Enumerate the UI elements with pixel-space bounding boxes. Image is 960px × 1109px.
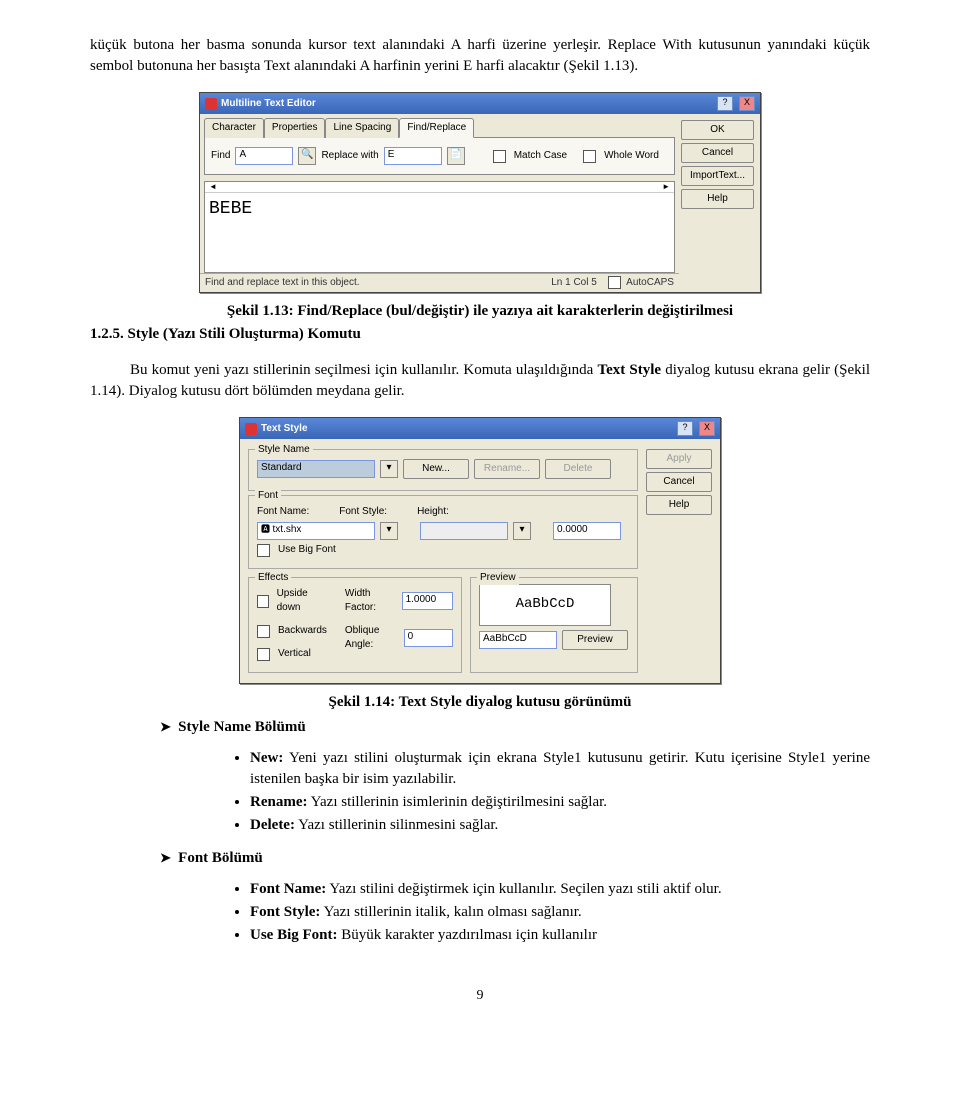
height-label: Height: bbox=[417, 505, 449, 519]
multiline-text-editor-dialog: Multiline Text Editor ? X Character Prop… bbox=[199, 92, 761, 293]
text-style-dialog: Text Style ? X Style Name Standard ▾ New… bbox=[239, 417, 721, 684]
preview-group-label: Preview bbox=[477, 571, 519, 585]
ok-button[interactable]: OK bbox=[681, 120, 754, 140]
help-icon[interactable]: ? bbox=[677, 421, 693, 436]
apply-button[interactable]: Apply bbox=[646, 449, 712, 469]
close-icon[interactable]: X bbox=[699, 421, 715, 436]
backwards-checkbox[interactable] bbox=[257, 625, 270, 638]
backwards-label: Backwards bbox=[278, 624, 327, 638]
preview-button[interactable]: Preview bbox=[562, 630, 628, 650]
fontname-label: Font Name: bbox=[257, 505, 309, 519]
font-bullets: Font Name: Yazı stilini değiştirmek için… bbox=[250, 879, 870, 946]
stylename-dropdown-icon[interactable]: ▾ bbox=[380, 460, 398, 478]
list-item: Use Big Font: Büyük karakter yazdırılmas… bbox=[250, 925, 870, 946]
section-1-2-5: 1.2.5. Style (Yazı Stili Oluşturma) Komu… bbox=[90, 324, 870, 345]
status-cursor: Ln 1 Col 5 bbox=[551, 277, 597, 288]
obliqueangle-label: Oblique Angle: bbox=[345, 624, 399, 652]
fontstyle-label: Font Style: bbox=[339, 505, 387, 519]
ts-title: Text Style bbox=[261, 422, 671, 436]
preview-input[interactable]: AaBbCcD bbox=[479, 631, 557, 649]
stylename-group-label: Style Name bbox=[255, 443, 313, 457]
upside-checkbox[interactable] bbox=[257, 595, 269, 608]
font-group-label: Font bbox=[255, 489, 281, 503]
usebigfont-checkbox[interactable] bbox=[257, 544, 270, 557]
import-text-button[interactable]: ImportText... bbox=[681, 166, 754, 186]
autocad-icon bbox=[205, 98, 217, 110]
fontname-select[interactable]: 🅰 txt.shx bbox=[257, 522, 375, 540]
page-number: 9 bbox=[90, 986, 870, 1006]
upside-label: Upside down bbox=[277, 587, 327, 615]
list-item: Delete: Yazı stillerinin silinmesini sağ… bbox=[250, 815, 870, 836]
help-button[interactable]: Help bbox=[681, 189, 754, 209]
find-next-button[interactable]: 🔍 bbox=[298, 147, 316, 165]
obliqueangle-input[interactable]: 0 bbox=[404, 629, 453, 647]
effects-group-label: Effects bbox=[255, 571, 291, 585]
autocad-icon bbox=[245, 423, 257, 435]
cancel-button[interactable]: Cancel bbox=[646, 472, 712, 492]
cancel-button[interactable]: Cancel bbox=[681, 143, 754, 163]
tab-properties[interactable]: Properties bbox=[264, 118, 326, 138]
fontname-dropdown-icon[interactable]: ▾ bbox=[380, 522, 398, 540]
close-icon[interactable]: X bbox=[739, 96, 755, 111]
vertical-label: Vertical bbox=[278, 647, 311, 661]
replace-input[interactable]: E bbox=[384, 147, 442, 165]
tab-line-spacing[interactable]: Line Spacing bbox=[325, 118, 399, 138]
tab-character[interactable]: Character bbox=[204, 118, 264, 138]
widthfactor-label: Width Factor: bbox=[345, 587, 397, 615]
status-caps: AutoCAPS bbox=[626, 277, 674, 288]
find-label: Find bbox=[211, 149, 230, 163]
list-item: Rename: Yazı stillerinin isimlerinin değ… bbox=[250, 792, 870, 813]
mte-tabs: Character Properties Line Spacing Find/R… bbox=[204, 118, 675, 138]
help-icon[interactable]: ? bbox=[717, 96, 733, 111]
tab-find-replace[interactable]: Find/Replace bbox=[399, 118, 474, 138]
whole-word-label: Whole Word bbox=[604, 149, 659, 163]
autocaps-checkbox[interactable] bbox=[608, 276, 621, 289]
list-item: New: Yeni yazı stilini oluşturmak için e… bbox=[250, 748, 870, 790]
figure-caption-2: Şekil 1.14: Text Style diyalog kutusu gö… bbox=[90, 692, 870, 713]
widthfactor-input[interactable]: 1.0000 bbox=[402, 592, 453, 610]
usebigfont-label: Use Big Font bbox=[278, 543, 336, 557]
delete-button[interactable]: Delete bbox=[545, 459, 611, 479]
stylename-select[interactable]: Standard bbox=[257, 460, 375, 478]
figure-caption-1: Şekil 1.13: Find/Replace (bul/değiştir) … bbox=[90, 301, 870, 322]
replace-button[interactable]: 📄 bbox=[447, 147, 465, 165]
paragraph-1: küçük butona her basma sonunda kursor te… bbox=[90, 35, 870, 77]
list-item: Font Style: Yazı stillerinin italik, kal… bbox=[250, 902, 870, 923]
paragraph-2: Bu komut yeni yazı stillerinin seçilmesi… bbox=[90, 360, 870, 402]
fontstyle-select[interactable] bbox=[420, 522, 508, 540]
stylename-heading: Style Name Bölümü bbox=[160, 717, 870, 738]
mte-title: Multiline Text Editor bbox=[221, 97, 711, 111]
vertical-checkbox[interactable] bbox=[257, 648, 270, 661]
rename-button[interactable]: Rename... bbox=[474, 459, 540, 479]
list-item: Font Name: Yazı stilini değiştirmek için… bbox=[250, 879, 870, 900]
match-case-label: Match Case bbox=[514, 149, 567, 163]
height-input[interactable]: 0.0000 bbox=[553, 522, 621, 540]
help-button[interactable]: Help bbox=[646, 495, 712, 515]
font-heading: Font Bölümü bbox=[160, 848, 870, 869]
fontstyle-dropdown-icon[interactable]: ▾ bbox=[513, 522, 531, 540]
match-case-checkbox[interactable] bbox=[493, 150, 506, 163]
stylename-bullets: New: Yeni yazı stilini oluşturmak için e… bbox=[250, 748, 870, 836]
new-button[interactable]: New... bbox=[403, 459, 469, 479]
whole-word-checkbox[interactable] bbox=[583, 150, 596, 163]
preview-box: AaBbCcD bbox=[479, 584, 611, 626]
replace-label: Replace with bbox=[321, 149, 378, 163]
status-left: Find and replace text in this object. bbox=[205, 276, 360, 290]
text-content[interactable]: BEBE bbox=[205, 193, 674, 226]
find-input[interactable]: A bbox=[235, 147, 293, 165]
